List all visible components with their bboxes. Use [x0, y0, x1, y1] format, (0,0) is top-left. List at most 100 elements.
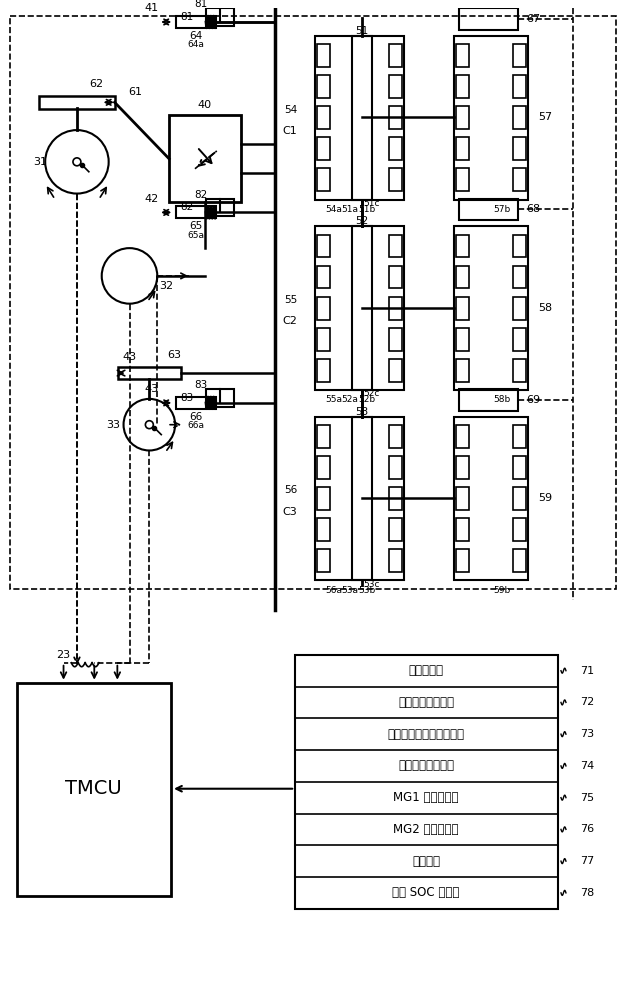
Bar — [456, 328, 468, 351]
Bar — [454, 36, 528, 200]
Bar — [11, 16, 615, 589]
Bar — [389, 549, 403, 572]
Bar — [352, 36, 372, 200]
Bar — [389, 235, 403, 257]
Text: 31: 31 — [33, 157, 47, 167]
Bar — [456, 518, 468, 541]
Bar — [206, 199, 234, 216]
Text: 54a: 54a — [325, 205, 342, 214]
Text: 54: 54 — [284, 105, 297, 115]
Text: 68: 68 — [526, 204, 541, 214]
Bar — [513, 266, 526, 288]
Bar — [456, 549, 468, 572]
Text: MG1 转速传感器: MG1 转速传感器 — [393, 791, 459, 804]
Bar — [206, 389, 234, 407]
Text: 64: 64 — [189, 31, 203, 41]
Text: 57: 57 — [538, 112, 552, 122]
Text: 53: 53 — [355, 407, 368, 417]
Bar — [456, 106, 468, 129]
Text: 82: 82 — [181, 202, 194, 212]
Text: 33: 33 — [106, 420, 120, 430]
Text: 加速器开度传感器: 加速器开度传感器 — [398, 696, 454, 709]
Bar — [389, 168, 403, 191]
Bar — [117, 367, 181, 379]
Bar — [317, 106, 330, 129]
Bar — [513, 518, 526, 541]
Bar — [317, 518, 330, 541]
Bar — [389, 518, 403, 541]
Text: 59b: 59b — [494, 586, 511, 595]
Text: 变速器输出轴转速传感器: 变速器输出轴转速传感器 — [387, 728, 465, 741]
Bar — [352, 417, 372, 580]
Bar — [206, 8, 234, 26]
Bar — [317, 328, 330, 351]
Text: 55: 55 — [284, 295, 297, 305]
Text: 83: 83 — [195, 380, 208, 390]
Bar — [513, 75, 526, 98]
Text: 52: 52 — [355, 216, 368, 226]
Text: 72: 72 — [580, 697, 594, 707]
Bar — [315, 417, 404, 580]
Text: 43: 43 — [144, 384, 158, 394]
Text: 52c: 52c — [364, 389, 380, 398]
Text: C1: C1 — [283, 126, 297, 136]
Bar — [513, 297, 526, 320]
Bar — [456, 137, 468, 160]
Bar — [456, 487, 468, 510]
Text: 59: 59 — [538, 493, 552, 503]
Bar — [317, 235, 330, 257]
Text: 56a: 56a — [325, 586, 342, 595]
Text: 66: 66 — [189, 412, 203, 422]
Bar — [317, 456, 330, 479]
Text: 81: 81 — [181, 12, 194, 22]
Text: 电池 SOC 传感器: 电池 SOC 传感器 — [392, 886, 460, 899]
Bar — [389, 297, 403, 320]
Text: 发动机转速传感器: 发动机转速传感器 — [398, 759, 454, 772]
Text: 76: 76 — [580, 824, 594, 834]
Text: 81: 81 — [195, 0, 208, 9]
Bar — [513, 359, 526, 382]
Bar — [513, 456, 526, 479]
Bar — [454, 226, 528, 390]
Bar — [315, 226, 404, 390]
Bar — [176, 397, 216, 409]
Bar — [317, 75, 330, 98]
Bar — [389, 75, 403, 98]
Bar — [317, 425, 330, 448]
Text: 52b: 52b — [359, 395, 376, 404]
Bar — [176, 206, 216, 218]
Bar — [456, 297, 468, 320]
Text: 65: 65 — [189, 221, 203, 231]
Text: C3: C3 — [283, 507, 297, 517]
Text: 61: 61 — [129, 87, 143, 97]
Text: 断路开关: 断路开关 — [412, 855, 440, 868]
Bar — [317, 487, 330, 510]
Bar — [18, 683, 171, 896]
Text: 77: 77 — [580, 856, 594, 866]
Text: 41: 41 — [144, 3, 158, 13]
Text: 71: 71 — [580, 666, 594, 676]
Bar — [513, 328, 526, 351]
Text: 52a: 52a — [341, 395, 358, 404]
Text: 78: 78 — [580, 888, 594, 898]
Bar — [513, 425, 526, 448]
Text: 63: 63 — [167, 350, 181, 360]
Bar — [456, 266, 468, 288]
Bar — [456, 75, 468, 98]
Text: 65a: 65a — [188, 231, 205, 240]
Bar — [389, 456, 403, 479]
Bar — [317, 137, 330, 160]
Text: 车速传感器: 车速传感器 — [409, 664, 443, 677]
Bar — [459, 389, 518, 411]
Text: 83: 83 — [181, 393, 194, 403]
Text: 67: 67 — [526, 14, 541, 24]
Bar — [513, 168, 526, 191]
Text: 51b: 51b — [359, 205, 376, 214]
Text: 32: 32 — [160, 281, 173, 291]
Bar — [459, 199, 518, 220]
Bar — [456, 235, 468, 257]
Bar — [352, 226, 372, 390]
Text: 23: 23 — [56, 650, 70, 660]
Text: 82: 82 — [195, 190, 208, 200]
Text: 51c: 51c — [364, 199, 380, 208]
